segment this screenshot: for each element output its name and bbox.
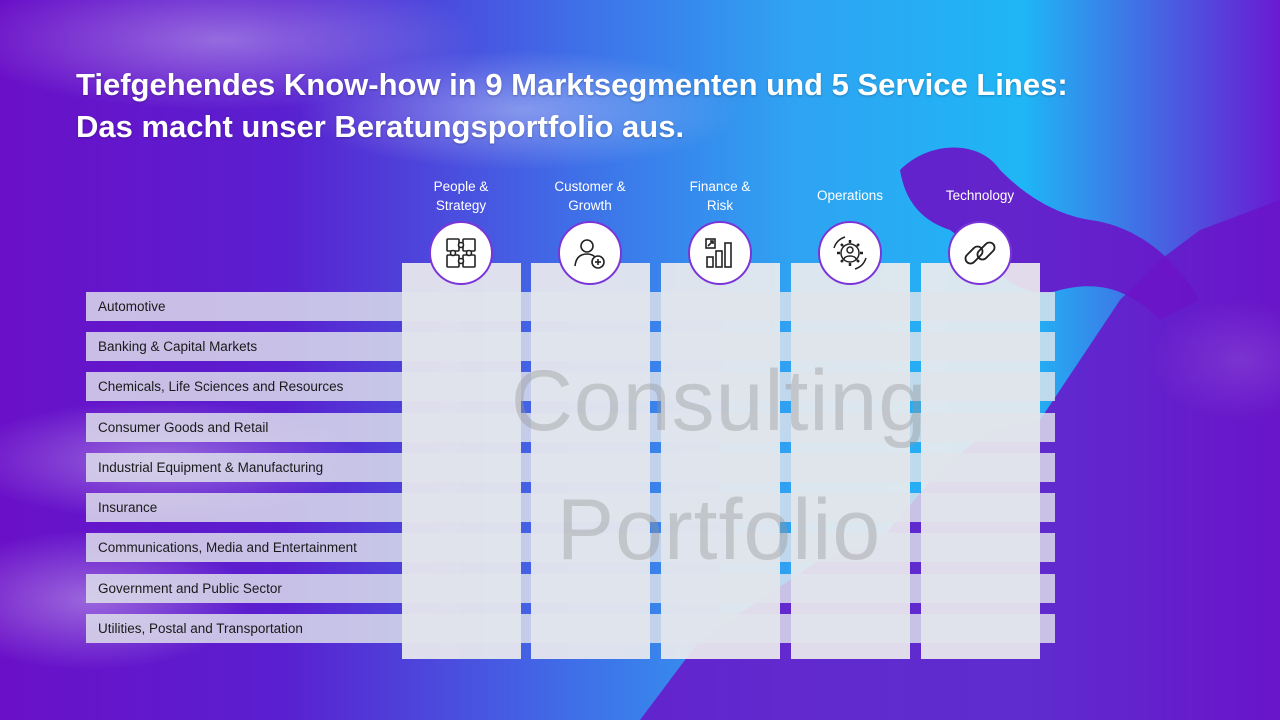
user-add-icon <box>558 221 622 285</box>
segment-label-utilities: Utilities, Postal and Transportation <box>98 621 303 636</box>
title-line-2: Das macht unser Beratungsportfolio aus. <box>76 109 685 144</box>
chain-link-icon <box>948 221 1012 285</box>
segment-label-insurance: Insurance <box>98 500 158 515</box>
bar-chart-growth-icon <box>688 221 752 285</box>
segment-row-bar <box>86 292 1055 321</box>
column-header-line: Customer & <box>554 179 626 194</box>
segment-label-banking: Banking & Capital Markets <box>98 339 258 354</box>
column-header-line: Growth <box>568 198 612 213</box>
gear-cycle-icon <box>818 221 882 285</box>
segment-label-industrial: Industrial Equipment & Manufacturing <box>98 460 324 475</box>
watermark-line-1: Consulting <box>510 353 928 449</box>
column-header-people-strategy: People & Strategy <box>401 177 521 215</box>
column-header-line: Technology <box>945 188 1015 203</box>
segment-label-automotive: Automotive <box>98 299 166 314</box>
watermark-line-2: Portfolio <box>556 482 882 578</box>
segment-label-government: Government and Public Sector <box>98 581 282 596</box>
segment-label-communications: Communications, Media and Entertainment <box>98 540 357 555</box>
column-header-line: Finance & <box>689 179 751 194</box>
column-header-finance-risk: Finance & Risk <box>660 177 780 215</box>
column-header-line: Risk <box>706 198 734 213</box>
title-line-1: Tiefgehendes Know-how in 9 Marktsegmente… <box>76 67 1068 102</box>
column-header-line: Operations <box>816 188 884 203</box>
segment-label-chemicals: Chemicals, Life Sciences and Resources <box>98 379 344 394</box>
column-header-technology: Technology <box>920 186 1040 205</box>
column-header-line: Strategy <box>435 198 487 213</box>
column-header-operations: Operations <box>790 186 910 205</box>
segment-label-consumer-goods: Consumer Goods and Retail <box>98 420 269 435</box>
column-header-line: People & <box>433 179 489 194</box>
puzzle-hands-icon <box>429 221 493 285</box>
page-title: Tiefgehendes Know-how in 9 Marktsegmente… <box>76 64 1236 148</box>
column-header-customer-growth: Customer & Growth <box>530 177 650 215</box>
